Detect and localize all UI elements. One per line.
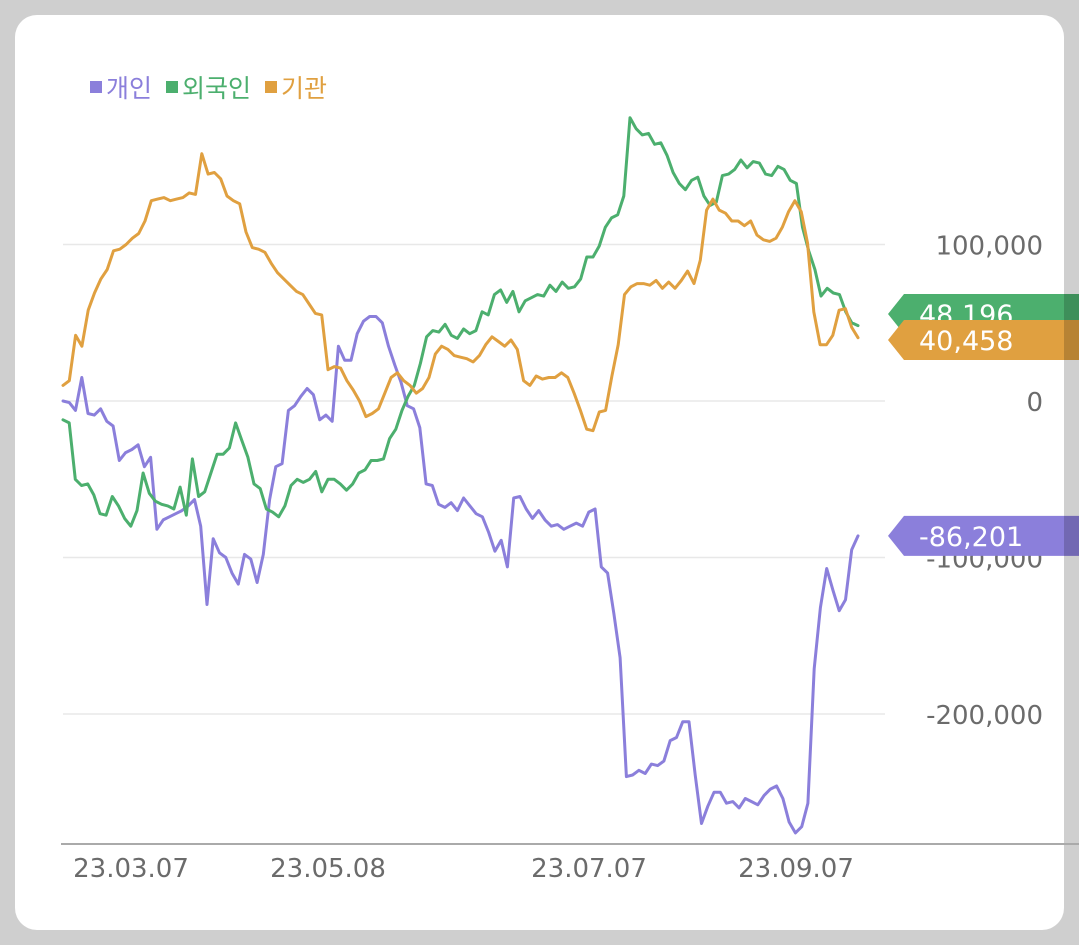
- legend-item-foreign[interactable]: 외국인: [166, 69, 251, 105]
- series-line-2: [61, 152, 860, 433]
- x-tick-label: 23.03.07: [73, 854, 189, 884]
- last-value-label-0: -86,201: [919, 522, 1023, 553]
- y-tick-label: -200,000: [926, 701, 1043, 731]
- last-value-label-2: 40,458: [919, 326, 1013, 357]
- last-value-tag-shade-0: [1064, 515, 1079, 556]
- series-line-1: [61, 116, 860, 528]
- x-tick-label: 23.05.08: [270, 854, 386, 884]
- legend-swatch-individual: [90, 81, 102, 93]
- chart-legend: 개인 외국인 기관: [90, 69, 327, 105]
- legend-item-individual[interactable]: 개인: [90, 69, 152, 105]
- legend-swatch-institution: [265, 81, 278, 93]
- legend-item-institution[interactable]: 기관: [265, 69, 327, 105]
- legend-swatch-foreign: [166, 81, 179, 93]
- last-value-tag-0: [888, 515, 1079, 556]
- legend-label-individual: 개인: [106, 74, 153, 103]
- last-value-tag-shade-2: [1064, 320, 1079, 360]
- last-value-tag-2: [888, 320, 1079, 360]
- series-line-0: [61, 315, 860, 835]
- x-tick-label: 23.07.07: [531, 854, 647, 884]
- legend-label-institution: 기관: [281, 74, 328, 103]
- y-tick-label: 100,000: [935, 232, 1043, 262]
- legend-label-foreign: 외국인: [182, 74, 252, 103]
- y-tick-label: 0: [1026, 388, 1043, 418]
- x-tick-label: 23.09.07: [738, 854, 854, 884]
